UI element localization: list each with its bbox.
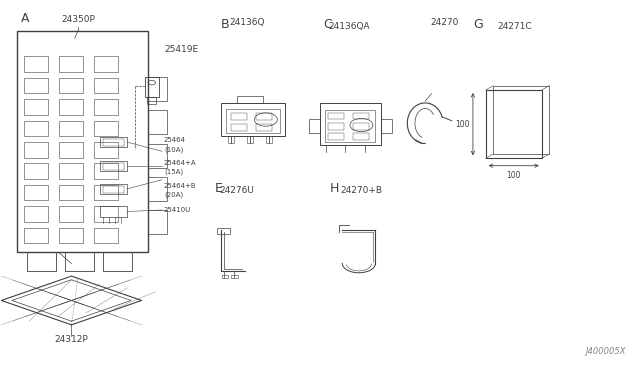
Text: 24271C: 24271C (497, 22, 532, 31)
Bar (147, 97, 156, 104)
Bar (59, 163, 83, 179)
Text: H: H (330, 182, 339, 195)
Text: 24270: 24270 (430, 18, 458, 27)
Bar (59, 121, 83, 136)
Bar (59, 142, 83, 158)
Bar (59, 99, 83, 115)
Bar (218, 228, 230, 234)
Text: B: B (221, 18, 230, 31)
Bar (493, 86, 549, 154)
Bar (148, 210, 167, 234)
Bar (320, 103, 381, 145)
Bar (103, 253, 132, 271)
Text: 24270+B: 24270+B (340, 186, 383, 195)
Bar (103, 186, 124, 193)
Text: (20A): (20A) (164, 192, 183, 199)
Bar (353, 133, 369, 140)
Text: 25464: 25464 (164, 137, 186, 143)
Bar (227, 109, 280, 133)
Bar (94, 57, 118, 72)
Bar (237, 96, 262, 103)
Text: 24276U: 24276U (220, 186, 255, 195)
Bar (325, 110, 376, 142)
Bar (24, 142, 48, 158)
Bar (328, 123, 344, 129)
Bar (94, 206, 118, 222)
Text: G: G (473, 18, 483, 31)
Bar (94, 142, 118, 158)
Bar (353, 123, 369, 129)
Text: 25464+A: 25464+A (164, 160, 196, 166)
Bar (27, 253, 56, 271)
Bar (256, 124, 272, 131)
Text: 25464+B: 25464+B (164, 183, 196, 189)
Text: 25419E: 25419E (164, 45, 198, 54)
Text: 100: 100 (506, 171, 521, 180)
Text: 25410U: 25410U (164, 207, 191, 213)
Bar (17, 31, 148, 253)
Bar (24, 99, 48, 115)
Bar (94, 99, 118, 115)
Text: 24350P: 24350P (61, 15, 95, 24)
Bar (59, 206, 83, 222)
Bar (145, 77, 159, 97)
Text: C: C (323, 18, 332, 31)
Bar (148, 110, 167, 134)
Bar (148, 77, 167, 101)
Text: E: E (215, 182, 223, 195)
Bar (94, 163, 118, 179)
Bar (100, 184, 127, 194)
Text: 24136Q: 24136Q (229, 18, 264, 27)
Bar (94, 121, 118, 136)
Bar (221, 103, 285, 136)
Text: (15A): (15A) (164, 169, 183, 175)
Bar (59, 185, 83, 201)
Bar (59, 57, 83, 72)
Bar (100, 161, 127, 171)
Bar (353, 112, 369, 119)
Text: J400005X: J400005X (586, 347, 626, 356)
Bar (24, 78, 48, 93)
Bar (94, 228, 118, 243)
Bar (381, 119, 392, 133)
Text: (10A): (10A) (164, 147, 183, 153)
Bar (232, 275, 238, 278)
Bar (308, 119, 320, 133)
Bar (103, 139, 124, 146)
Bar (486, 90, 541, 158)
Bar (24, 163, 48, 179)
Bar (24, 57, 48, 72)
Bar (231, 124, 246, 131)
Bar (24, 185, 48, 201)
Bar (94, 185, 118, 201)
Bar (231, 113, 246, 119)
Bar (148, 177, 167, 201)
Bar (24, 206, 48, 222)
Text: 24136QA: 24136QA (328, 22, 369, 31)
Bar (256, 113, 272, 119)
Bar (24, 121, 48, 136)
Text: 100: 100 (455, 120, 470, 129)
Bar (24, 228, 48, 243)
Bar (103, 163, 124, 170)
Bar (328, 112, 344, 119)
Bar (100, 137, 127, 147)
Text: 24312P: 24312P (54, 335, 88, 344)
Bar (222, 275, 228, 278)
Bar (100, 206, 127, 217)
Bar (328, 133, 344, 140)
Bar (65, 253, 94, 271)
Bar (148, 144, 167, 167)
Text: A: A (20, 13, 29, 25)
Bar (59, 78, 83, 93)
Bar (59, 228, 83, 243)
Bar (94, 78, 118, 93)
